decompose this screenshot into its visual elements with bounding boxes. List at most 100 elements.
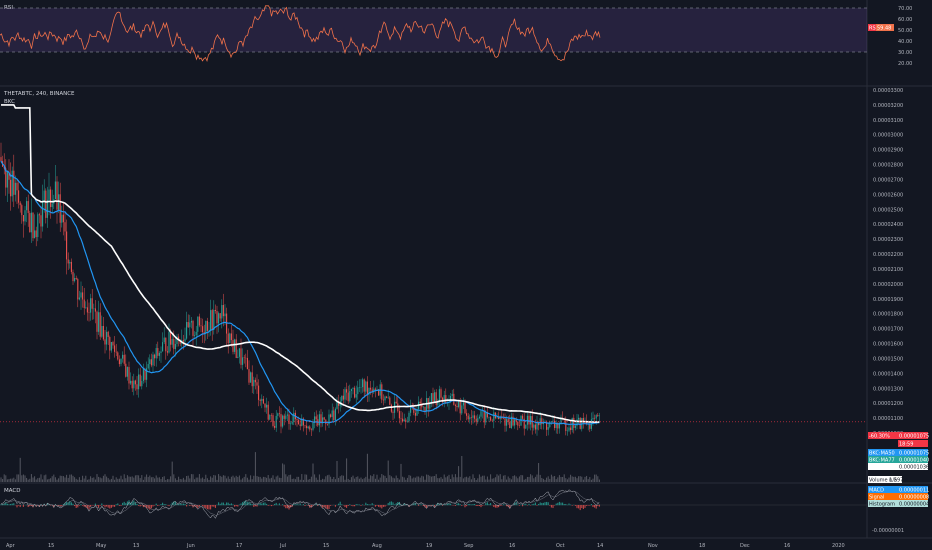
volume-bar	[363, 478, 365, 482]
candle-body	[126, 367, 128, 377]
macd-hist-bar	[389, 501, 391, 506]
candle-body	[5, 168, 7, 188]
volume-bar	[402, 476, 404, 482]
macd-hist-bar	[179, 503, 181, 506]
macd-hist-bar	[581, 505, 583, 509]
volume-bar	[325, 476, 327, 482]
macd-tag-label-box	[868, 486, 898, 493]
macd-hist-bar	[168, 505, 170, 507]
volume-bar	[101, 478, 103, 482]
volume-bar	[386, 478, 388, 482]
macd-hist-bar	[378, 505, 380, 507]
candle-body	[574, 425, 576, 428]
candle-body	[429, 403, 431, 409]
macd-hist-bar	[91, 505, 93, 506]
macd-hist-bar	[283, 505, 285, 507]
macd-hist-bar	[117, 503, 119, 506]
volume-bar	[280, 477, 282, 482]
volume-bar	[230, 476, 232, 482]
candle-body	[280, 414, 282, 427]
macd-hist-bar	[517, 504, 519, 506]
volume-bar	[432, 476, 434, 482]
macd-hist-bar	[472, 504, 474, 506]
candle-body	[160, 351, 162, 354]
candle-body	[8, 171, 10, 180]
candle-body	[528, 415, 530, 425]
macd-hist-bar	[245, 500, 247, 506]
price-tags: -60.30% 0.00001075 18:59 BKC:MA50 0.00001075…	[868, 432, 929, 471]
candle-body	[235, 339, 237, 358]
candle-body	[349, 391, 351, 402]
candle-body	[258, 385, 260, 400]
macd-hist-bar	[107, 505, 109, 508]
candle-body	[54, 181, 56, 200]
volume-bar	[245, 474, 247, 482]
macd-tag-value-box	[898, 486, 928, 493]
macd-hist-bar	[80, 503, 82, 506]
volume-bar	[26, 477, 28, 482]
candle-body	[69, 261, 71, 264]
macd-hist-bar	[534, 502, 536, 506]
candle-body	[18, 190, 20, 203]
volume-bar	[254, 452, 256, 482]
candle-body	[171, 338, 173, 345]
macd-hist-bar	[390, 501, 392, 506]
volume-bar	[154, 478, 156, 482]
macd-hist-bar	[202, 505, 204, 506]
volume-bar	[403, 477, 405, 482]
candle-body	[538, 422, 540, 426]
volume-bar	[454, 474, 456, 482]
macd-hist-bar	[18, 505, 20, 506]
volume-bar	[234, 477, 236, 482]
macd-tag-value-box	[898, 500, 928, 507]
rsi-scale[interactable]: 70.00 60.00 50.00 40.00 30.00 20.00	[898, 6, 912, 67]
price-pane[interactable]: THETABTC, 240, BINANCE BKC 0.000033000.0…	[3, 88, 929, 484]
candle-body	[173, 338, 175, 350]
macd-hist-bar	[11, 503, 13, 506]
volume-bar	[366, 453, 368, 482]
macd-hist-bar	[240, 503, 242, 506]
volume-bar	[122, 479, 124, 482]
macd-hist-bar	[75, 505, 77, 508]
candle-body	[326, 423, 328, 425]
candle-body	[285, 415, 287, 419]
macd-hist-bar	[22, 505, 24, 507]
candle-body	[229, 333, 231, 344]
macd-hist-bar	[274, 503, 276, 506]
candle-body	[419, 401, 421, 404]
candle-body	[29, 213, 31, 233]
macd-hist-bar	[99, 505, 101, 506]
macd-hist-bar	[419, 504, 421, 506]
macd-hist-bar	[544, 502, 546, 506]
candle-body	[261, 398, 263, 401]
volume-bar	[62, 476, 64, 482]
candle-body	[523, 418, 525, 429]
candle-body	[139, 374, 141, 387]
candle-body	[378, 389, 380, 396]
macd-hist-bar	[210, 505, 212, 510]
macd-hist-bar	[365, 502, 367, 506]
macd-pane[interactable]: MACD MACD 0.00000011 Signal 0.00000008 Histo…	[4, 486, 929, 534]
volume-bar	[146, 474, 148, 482]
price-scale-label: 0.00003000	[873, 133, 903, 139]
macd-hist-bar	[94, 503, 96, 506]
macd-hist-bar	[318, 504, 320, 506]
macd-hist-bar	[122, 502, 124, 506]
candle-body	[162, 342, 164, 352]
volume-bar	[139, 478, 141, 482]
candle-body	[350, 388, 352, 392]
candle-body	[376, 389, 378, 390]
volume-bar	[283, 464, 285, 482]
price-scale[interactable]: 0.00003300 0.00003200 0.00003100 0.00003000…	[873, 88, 903, 437]
macd-hist-bar	[266, 503, 268, 506]
time-axis[interactable]: Apr 15 May 13 Jun 17 Jul 15 Aug 19 Sep 16 Oct 14 Nov 18…	[6, 543, 845, 549]
candle-body	[341, 395, 343, 401]
macd-hist-bar	[397, 502, 399, 506]
volume-bar	[125, 478, 127, 482]
macd-hist-bar	[598, 505, 600, 507]
volume-bar	[322, 478, 324, 482]
rsi-tag-value: 59.48	[877, 26, 891, 32]
candle-body	[301, 418, 303, 426]
candle-body	[66, 231, 68, 260]
